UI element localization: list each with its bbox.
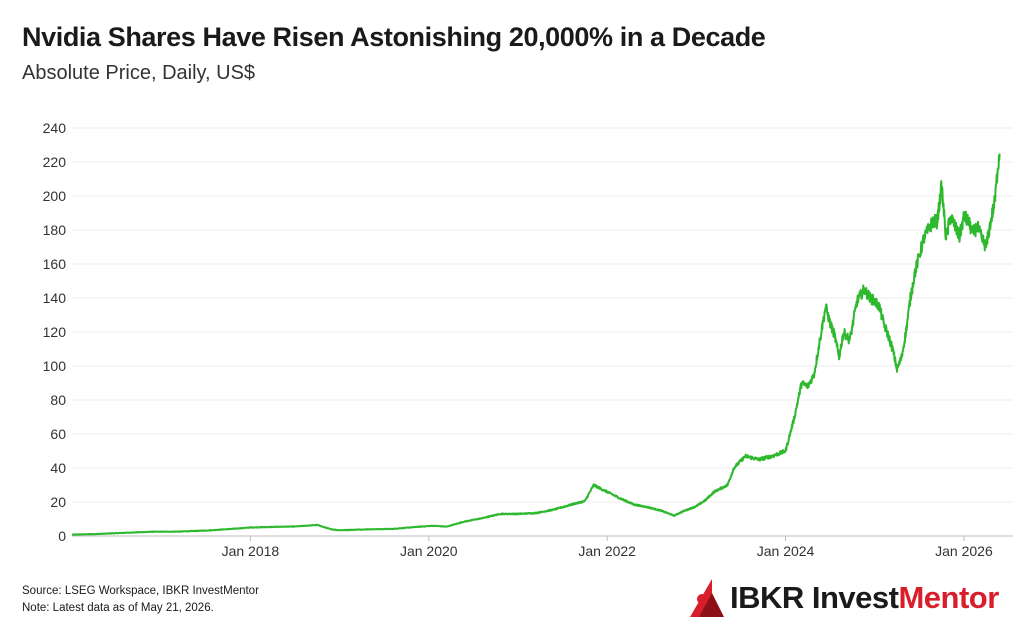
x-axis: Jan 2018 Jan 2020 Jan 2022 Jan 2024 Jan 2026	[222, 536, 993, 559]
brand-logo: IBKR InvestMentor	[690, 578, 1020, 618]
y-axis: 0 20 40 60 80 100 120 140 160 180 200 220 240	[43, 120, 67, 544]
note-text: Note: Latest data as of May 21, 2026.	[22, 602, 214, 614]
ibkr-logo-icon	[690, 579, 724, 617]
y-tick-label: 100	[43, 358, 67, 374]
y-tick-label: 160	[43, 256, 67, 272]
y-tick-label: 220	[43, 154, 67, 170]
source-note: Source: LSEG Workspace, IBKR InvestMento…	[22, 583, 259, 617]
y-tick-label: 140	[43, 290, 67, 306]
y-tick-label: 40	[50, 460, 66, 476]
chart-title: Nvidia Shares Have Risen Astonishing 20,…	[22, 22, 766, 52]
x-tick-label: Jan 2018	[222, 543, 280, 559]
y-tick-label: 0	[58, 528, 66, 544]
x-tick-label: Jan 2026	[935, 543, 993, 559]
y-tick-label: 200	[43, 188, 67, 204]
grid-lines	[72, 127, 1013, 537]
brand-wordmark: IBKR InvestMentor	[730, 580, 999, 616]
y-tick-label: 240	[43, 120, 67, 136]
series-line-0	[71, 153, 1001, 536]
y-tick-label: 60	[50, 426, 66, 442]
x-tick-label: Jan 2020	[400, 543, 458, 559]
source-text: Source: LSEG Workspace, IBKR InvestMento…	[22, 585, 259, 597]
brand-part-1: IBKR Invest	[730, 580, 899, 615]
brand-part-2: Mentor	[898, 580, 999, 615]
y-tick-label: 20	[50, 494, 66, 510]
chart-subtitle: Absolute Price, Daily, US$	[22, 62, 256, 84]
x-tick-label: Jan 2022	[578, 543, 636, 559]
series-layer	[71, 153, 1001, 536]
y-tick-label: 180	[43, 222, 67, 238]
x-tick-label: Jan 2024	[757, 543, 815, 559]
y-tick-label: 120	[43, 324, 67, 340]
y-tick-label: 80	[50, 392, 66, 408]
